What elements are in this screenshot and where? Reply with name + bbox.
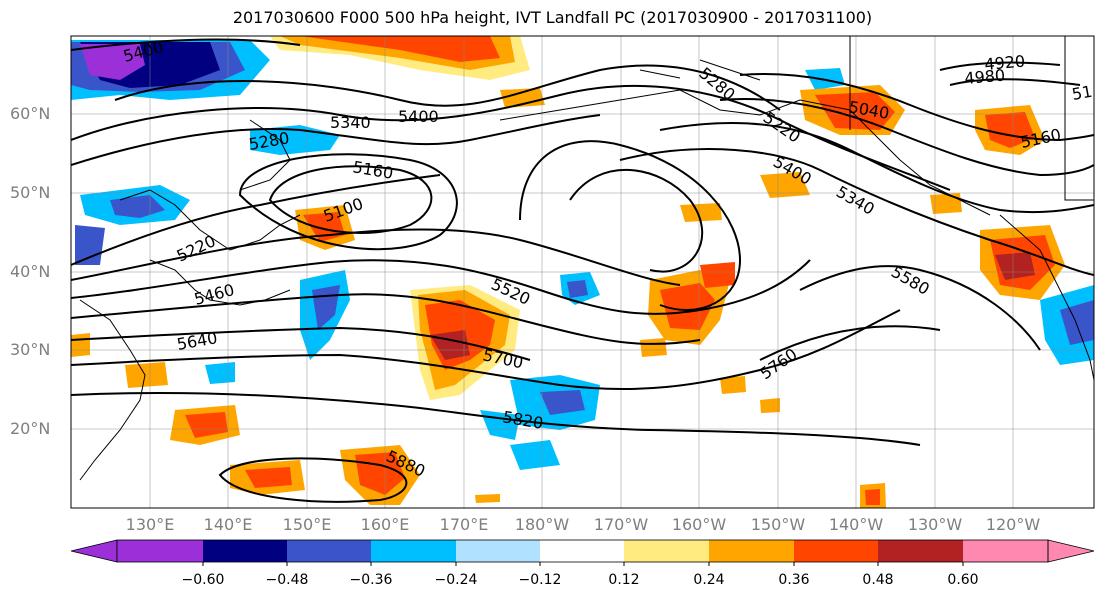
colorbar-segment [117,540,203,562]
lon-label: 160°E [360,515,410,534]
colorbar-tick-label: 0.48 [862,572,894,588]
colorbar-segment [878,540,963,562]
lon-label: 150°W [750,515,806,534]
colorbar-extend-low [70,539,118,563]
lon-label: 130°E [125,515,175,534]
lat-label: 30°N [10,340,51,359]
lon-label: 140°W [828,515,884,534]
colorbar-segment [963,540,1048,562]
map-title: 2017030600 F000 500 hPa height, IVT Land… [232,8,873,27]
colorbar-segment [709,540,794,562]
colorbar-extend-high [1047,539,1095,563]
colorbar-tick-label: −0.60 [181,572,225,588]
colorbar-segment [624,540,709,562]
contour-label: 4920 [984,52,1026,74]
colorbar-segment [794,540,878,562]
coastlines [79,36,1094,481]
contour-label: 5340 [330,113,371,132]
lon-label: 170°E [439,515,489,534]
lon-label: 150°E [282,515,332,534]
contour-label: 51 [1070,82,1093,104]
lon-label: 180°W [514,515,570,534]
colorbar-segment [203,540,287,562]
contour-label: 4980 [964,66,1006,88]
colorbar-tick-label: 0.12 [608,572,640,588]
lat-label: 60°N [10,104,51,123]
colorbar-tick-label: 0.60 [947,572,979,588]
colorbar-tick-label: 0.36 [778,572,810,588]
lat-label: 20°N [10,419,51,438]
colorbar-tick-label: −0.36 [349,572,393,588]
colorbar-segment [287,540,371,562]
lat-label: 40°N [10,262,51,281]
lat-label: 50°N [10,183,51,202]
lon-label: 120°W [985,515,1041,534]
height-contours [71,38,1094,503]
colorbar-segment [371,540,456,562]
colorbar-tick-label: −0.48 [265,572,309,588]
lon-label: 140°E [203,515,253,534]
lon-label: 170°W [593,515,649,534]
contour-label: 5400 [398,107,439,126]
graticule [71,36,1094,508]
colorbar-segment [456,540,540,562]
lon-label: 130°W [907,515,963,534]
lon-label: 160°W [671,515,727,534]
map-frame [70,35,1095,509]
colorbar-segment [540,540,624,562]
colorbar-tick-label: 0.24 [693,572,725,588]
colorbar-tick-label: −0.12 [518,572,562,588]
colorbar-tick-label: −0.24 [434,572,478,588]
colorbar [70,539,1095,566]
